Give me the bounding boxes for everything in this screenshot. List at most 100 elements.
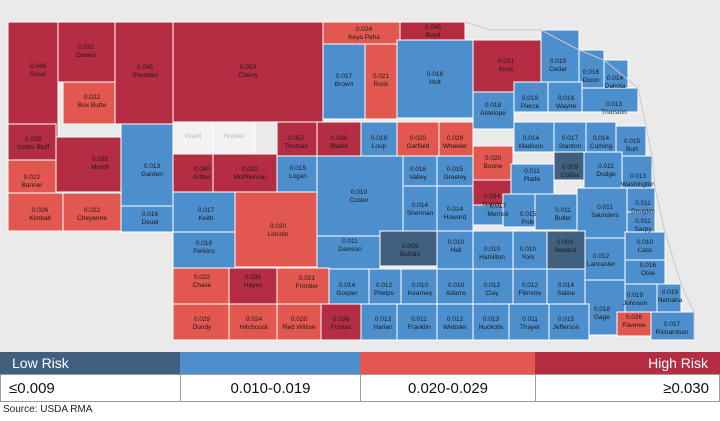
county-value-box-butte: 0.022 <box>84 94 101 101</box>
county-garden <box>120 123 174 207</box>
county-name-sheridan: Sheridan <box>132 72 158 79</box>
county-value-saunders: 0.011 <box>597 204 613 211</box>
county-value-hall: 0.010 <box>448 239 465 246</box>
county-value-deuel: 0.016 <box>142 211 159 218</box>
county-value-stanton: 0.017 <box>562 135 579 142</box>
county-name-lincoln: Lincoln <box>268 231 289 238</box>
county-name-otoe: Otoe <box>641 270 655 277</box>
county-value-antelope: 0.018 <box>485 102 502 109</box>
county-webster <box>436 303 474 341</box>
county-name-dixon: Dixon <box>583 77 600 84</box>
county-pawnee <box>616 311 652 337</box>
county-value-phelps: 0.012 <box>376 282 393 289</box>
county-value-cheyenne: 0.022 <box>84 207 101 214</box>
county-value-gage: 0.018 <box>594 306 611 313</box>
county-wayne <box>547 81 583 113</box>
county-hamilton <box>472 230 514 270</box>
county-name-logan: Logan <box>289 173 307 180</box>
county-value-wheeler: 0.028 <box>447 135 464 142</box>
county-greeley <box>436 155 474 187</box>
county-value-dodge: 0.011 <box>598 163 614 170</box>
county-value-otoe: 0.016 <box>640 262 657 269</box>
county-name-butler: Butler <box>555 215 573 222</box>
county-name-pawnee: Pawnee <box>622 322 646 329</box>
county-value-dawson: 0.011 <box>342 238 358 245</box>
county-value-washington: 0.013 <box>630 173 647 180</box>
county-name-box-butte: Box Butte <box>78 102 107 109</box>
county-name-cuming: Cuming <box>590 143 613 150</box>
county-hooker <box>212 121 256 155</box>
county-value-boyd: 0.045 <box>425 24 442 31</box>
county-lancaster <box>584 237 626 281</box>
county-name-antelope: Antelope <box>480 110 506 117</box>
county-morrill <box>55 136 122 193</box>
county-kimball <box>7 192 64 232</box>
county-antelope <box>472 91 515 130</box>
county-value-douglas: 0.011 <box>635 200 651 207</box>
county-saline <box>546 268 586 305</box>
county-name-howard: Howard <box>444 214 467 221</box>
county-name-madison: Madison <box>519 143 544 150</box>
county-name-valley: Valley <box>409 174 427 181</box>
county-name-dakota: Dakota <box>605 83 626 90</box>
county-value-nemaha: 0.019 <box>662 289 679 296</box>
county-value-pawnee: 0.026 <box>626 314 643 321</box>
county-name-morrill: Morrill <box>91 164 109 171</box>
county-value-thayer: 0.011 <box>522 316 538 323</box>
county-value-pierce: 0.019 <box>522 95 539 102</box>
county-name-boone: Boone <box>484 163 503 170</box>
county-value-dawes: 0.031 <box>78 44 95 51</box>
county-name-hall: Hall <box>450 247 462 254</box>
county-name-hamilton: Hamilton <box>479 254 505 261</box>
county-value-garfield: 0.020 <box>410 135 427 142</box>
county-value-sarpy: 0.011 <box>635 218 651 225</box>
county-value-rock: 0.021 <box>373 73 390 80</box>
county-value-harlan: 0.013 <box>375 316 392 323</box>
county-value-morrill: 0.035 <box>92 156 109 163</box>
county-hall <box>436 230 474 270</box>
county-wheeler <box>438 121 474 157</box>
county-value-arthur: 0.040 <box>194 166 211 173</box>
county-name-gosper: Gosper <box>336 290 358 297</box>
county-buffalo <box>379 230 438 267</box>
county-deuel <box>120 205 174 233</box>
county-value-hayes: 0.036 <box>245 274 262 281</box>
county-sioux <box>7 21 59 138</box>
county-name-adams: Adams <box>446 290 467 297</box>
county-name-dodge: Dodge <box>596 171 616 178</box>
legend-swatch-high <box>535 352 720 374</box>
county-value-clay: 0.012 <box>484 282 501 289</box>
county-name-gage: Gage <box>594 314 610 321</box>
county-name-burt: Burt <box>626 146 638 153</box>
county-value-richardson: 0.017 <box>664 321 681 328</box>
county-value-buffalo: 0.009 <box>402 243 419 250</box>
county-value-cedar: 0.019 <box>550 58 567 65</box>
county-name-pierce: Pierce <box>521 103 540 110</box>
county-name-keya-paha: Keya Paha <box>348 34 380 41</box>
legend-low-label: Low Risk <box>12 355 69 371</box>
county-dixon <box>578 49 605 89</box>
county-sherman <box>402 185 438 232</box>
county-holt <box>396 39 474 119</box>
county-name-hayes: Hayes <box>244 282 263 289</box>
county-name-fillmore: Fillmore <box>518 290 541 297</box>
county-name-thomas: Thomas <box>284 143 308 150</box>
county-name-perkins: Perkins <box>193 248 215 255</box>
county-red-willow <box>276 303 322 341</box>
county-howard <box>436 185 474 232</box>
county-value-furnas: 0.036 <box>333 316 350 323</box>
county-name-knox: Knox <box>499 66 515 73</box>
county-value-cass: 0.010 <box>637 239 654 246</box>
county-name-hitchcock: Hitchcock <box>240 324 269 331</box>
county-value-cuming: 0.014 <box>593 135 610 142</box>
county-value-scotts-bluff: 0.039 <box>25 136 42 143</box>
county-name-seward: Seward <box>554 247 576 254</box>
county-furnas <box>320 303 362 341</box>
county-value-keya-paha: 0.024 <box>356 26 373 33</box>
county-name-garfield: Garfield <box>407 143 430 150</box>
county-name-scotts-bluff: Scotts Bluff <box>17 144 50 151</box>
legend-bin-1-label: ≤0.009 <box>9 380 55 397</box>
county-name-garden: Garden <box>141 171 163 178</box>
county-name-blaine: Blaine <box>330 143 348 150</box>
county-frontier <box>276 267 330 305</box>
